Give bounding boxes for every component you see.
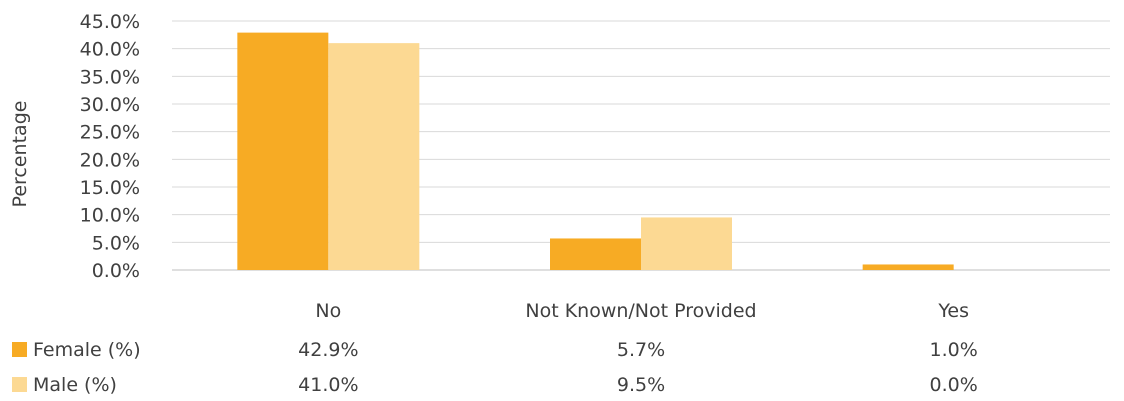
x-tick-label: Yes: [937, 300, 969, 322]
data-label: 1.0%: [930, 339, 978, 361]
bar-female-0: [237, 32, 329, 271]
legend-label: Female (%): [33, 339, 141, 361]
y-tick-label: 45.0%: [80, 11, 140, 33]
data-table: Female (%) 42.9% 5.7% 1.0% Male (%) 41.0% 9.5%…: [12, 339, 978, 396]
data-label: 41.0%: [298, 374, 358, 396]
y-tick-label: 25.0%: [80, 122, 140, 144]
y-axis-ticks: 0.0% 5.0% 10.0% 15.0% 20.0% 25.0% 30.0% 35.0% 40…: [80, 11, 140, 282]
y-axis-label: Percentage: [9, 101, 31, 208]
y-tick-label: 20.0%: [80, 149, 140, 171]
x-tick-label: No: [315, 300, 341, 322]
data-label: 5.7%: [617, 339, 665, 361]
data-label: 42.9%: [298, 339, 358, 361]
x-axis-tick-labels: No Not Known/Not Provided Yes: [315, 300, 969, 322]
y-tick-label: 35.0%: [80, 66, 140, 88]
y-tick-label: 0.0%: [92, 260, 140, 282]
legend-label: Male (%): [33, 374, 117, 396]
bar-female-1: [550, 238, 641, 270]
bars: [237, 32, 954, 271]
y-tick-label: 5.0%: [92, 232, 140, 254]
bar-female-2: [862, 264, 954, 270]
y-tick-label: 40.0%: [80, 39, 140, 61]
bar-male-0: [328, 43, 420, 271]
bar-male-1: [641, 217, 732, 270]
data-label: 0.0%: [930, 374, 978, 396]
data-label: 9.5%: [617, 374, 665, 396]
legend-swatch: [12, 342, 27, 357]
y-tick-label: 30.0%: [80, 94, 140, 116]
x-tick-label: Not Known/Not Provided: [525, 300, 756, 322]
y-tick-label: 10.0%: [80, 205, 140, 227]
y-tick-label: 15.0%: [80, 177, 140, 199]
legend-swatch: [12, 377, 27, 392]
